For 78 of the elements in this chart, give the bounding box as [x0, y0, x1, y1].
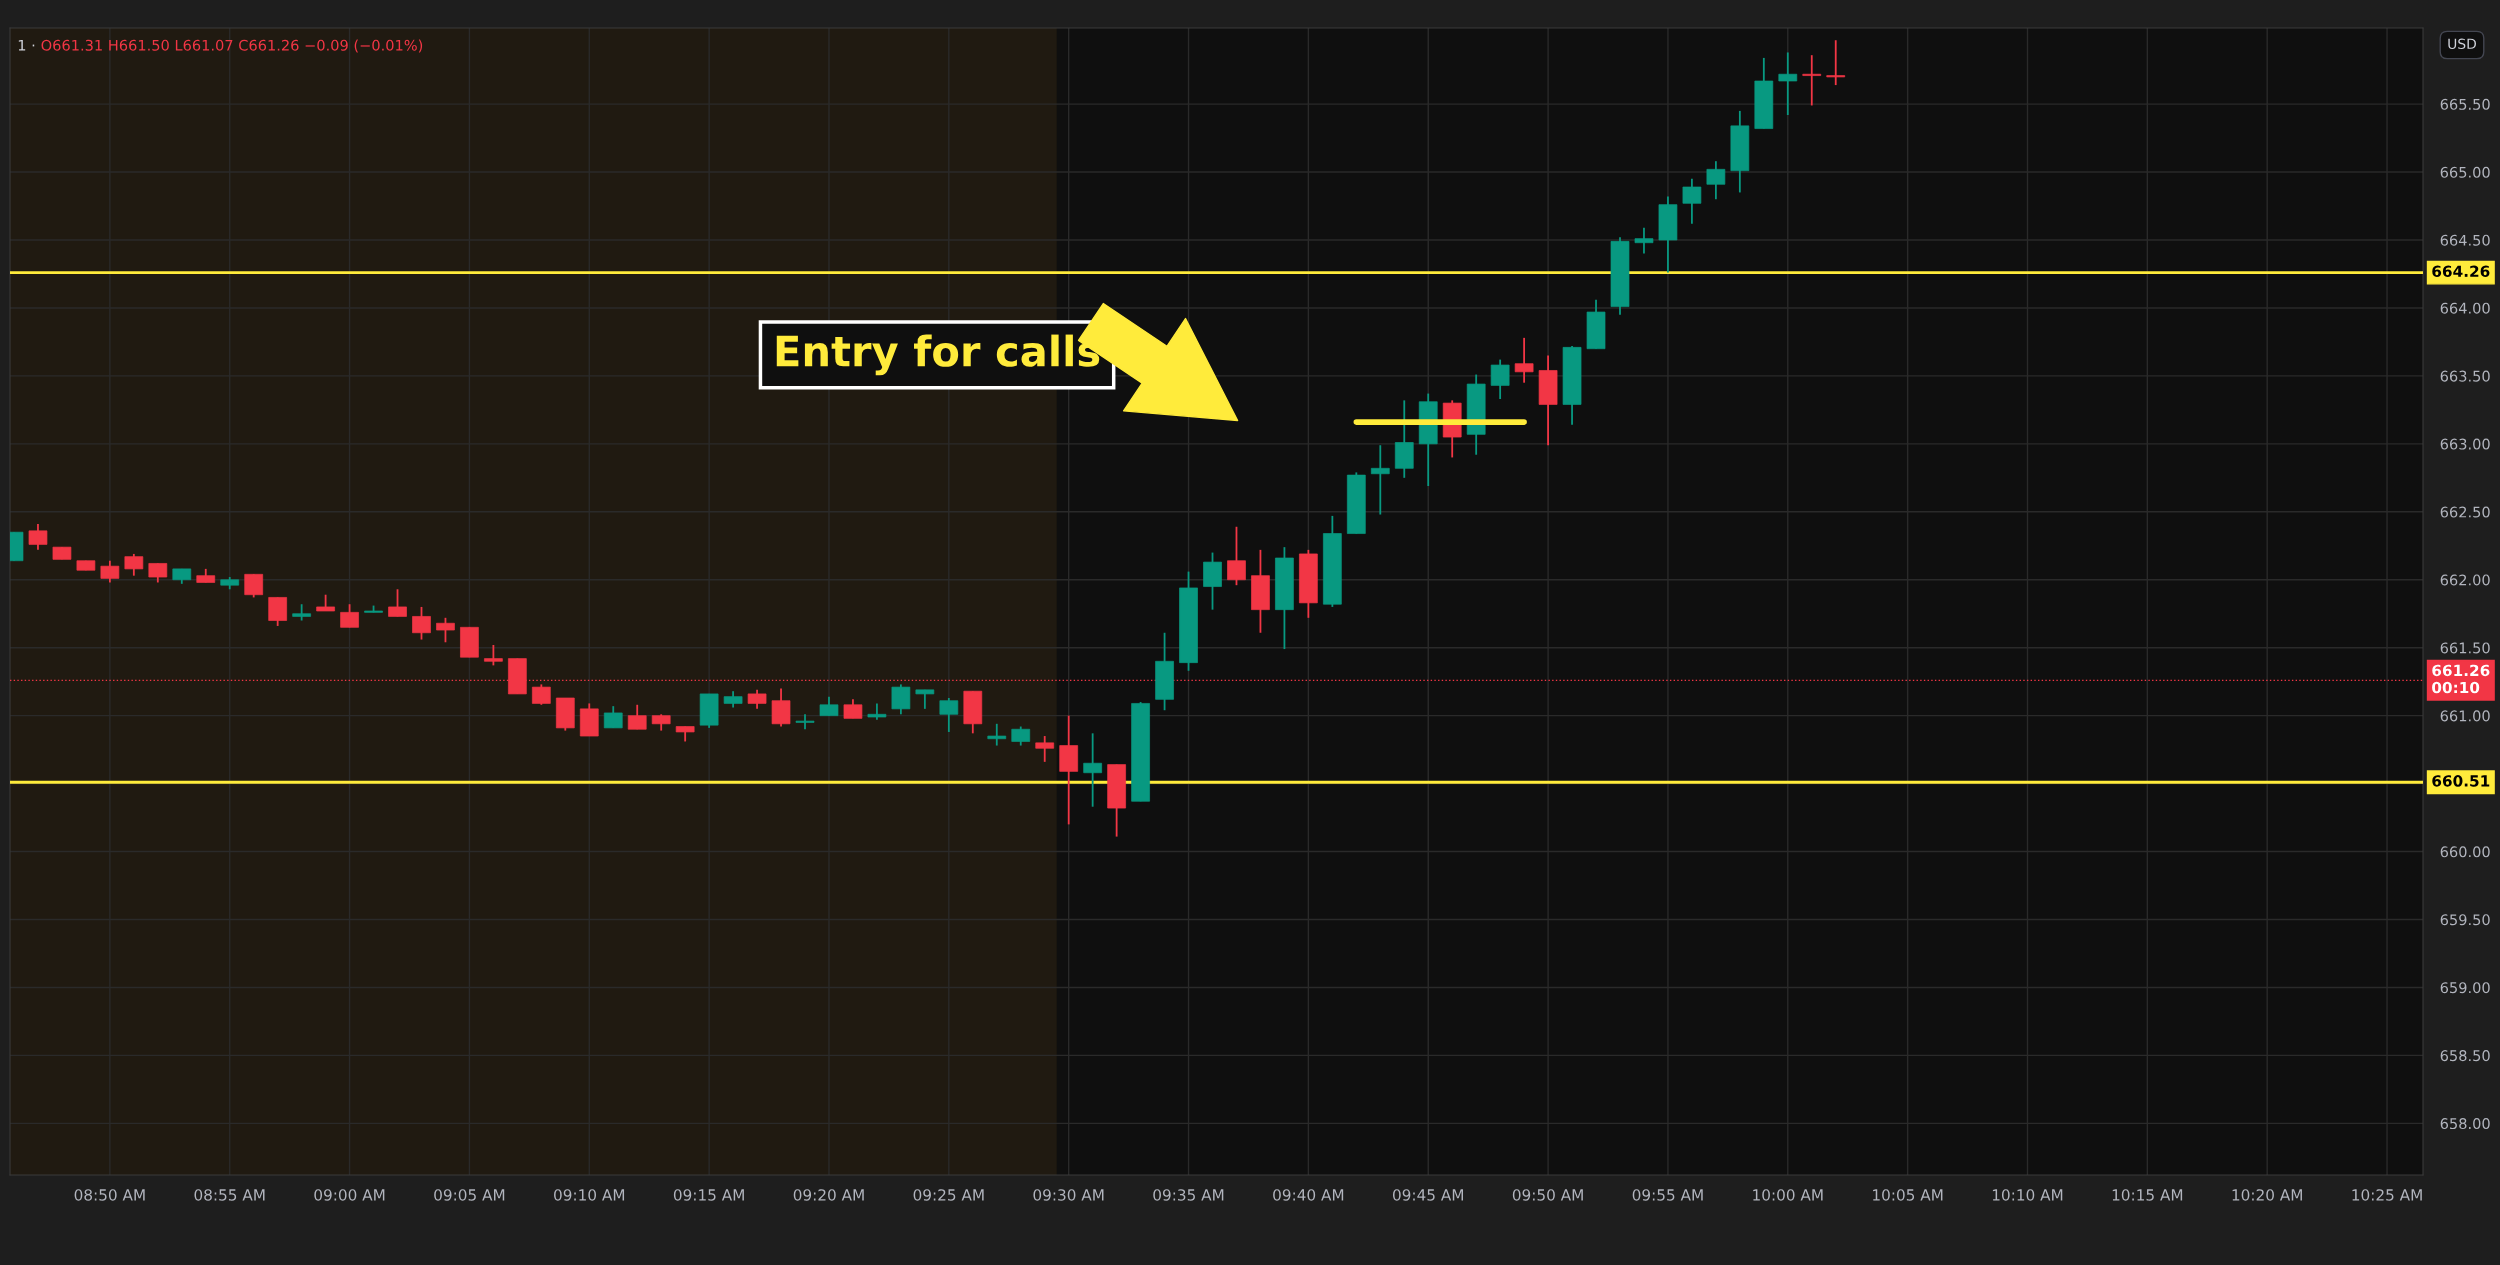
- candlestick: [412, 606, 431, 641]
- y-tick-label: 661.50: [2440, 642, 2490, 654]
- y-tick-label: 664.00: [2440, 302, 2490, 314]
- x-tick-label: 09:05 AM: [434, 1189, 505, 1201]
- y-tick-label: 663.50: [2440, 370, 2490, 382]
- candlestick: [915, 688, 935, 710]
- x-tick-label: 09:45 AM: [1392, 1189, 1463, 1201]
- x-tick-label: 09:30 AM: [1033, 1189, 1104, 1201]
- candlestick: [987, 722, 1007, 747]
- candlestick: [340, 603, 359, 629]
- candlestick: [532, 683, 551, 706]
- x-tick-label: 10:20 AM: [2232, 1189, 2302, 1201]
- x-tick-label: 10:15 AM: [2112, 1189, 2183, 1201]
- x-tick-label: 09:55 AM: [1632, 1189, 1703, 1201]
- candlestick: [1682, 177, 1702, 225]
- candlestick: [1035, 735, 1055, 763]
- candlestick: [1011, 725, 1031, 747]
- candlestick: [867, 702, 887, 721]
- candlestick: [1778, 51, 1798, 116]
- y-tick-label: 658.00: [2440, 1118, 2490, 1130]
- y-tick-label: 664.50: [2440, 234, 2490, 246]
- y-tick-label: 659.50: [2440, 914, 2490, 926]
- candlestick: [268, 596, 288, 627]
- x-tick-label: 09:00 AM: [314, 1189, 385, 1201]
- candlestick: [28, 523, 48, 551]
- candlestick: [891, 683, 911, 716]
- x-tick-label: 09:25 AM: [913, 1189, 984, 1201]
- candlestick: [100, 559, 120, 584]
- candlestick: [244, 573, 264, 599]
- x-tick-label: 10:10 AM: [1992, 1189, 2063, 1201]
- candlestick: [1083, 732, 1102, 808]
- candlestick: [292, 603, 311, 622]
- x-tick-label: 09:40 AM: [1273, 1189, 1344, 1201]
- candlestick: [484, 644, 503, 667]
- y-tick-label: 659.00: [2440, 982, 2490, 994]
- y-tick-label: 665.00: [2440, 166, 2490, 178]
- x-tick-label: 08:50 AM: [74, 1189, 145, 1201]
- ref-line-label: 664.26: [2432, 265, 2490, 278]
- ref-line-label: 661.26 00:10: [2432, 664, 2490, 694]
- x-tick-label: 09:20 AM: [793, 1189, 864, 1201]
- candlestick: [436, 616, 455, 644]
- candlestick: [843, 698, 863, 720]
- candlestick: [1370, 444, 1390, 516]
- candlestick: [148, 562, 168, 584]
- text: USD: [2448, 38, 2477, 50]
- candlestick: [124, 553, 144, 577]
- candlestick: [627, 703, 647, 731]
- candlestick: [603, 705, 623, 729]
- candlestick: [747, 688, 767, 710]
- x-tick-label: 09:15 AM: [673, 1189, 744, 1201]
- candlestick: [1227, 525, 1246, 587]
- candlestick: [819, 695, 839, 717]
- x-tick-label: 08:55 AM: [194, 1189, 265, 1201]
- x-tick-label: 10:00 AM: [1753, 1189, 1823, 1201]
- y-tick-label: 661.00: [2440, 710, 2490, 722]
- candlestick: [1634, 226, 1654, 255]
- y-tick-label: 663.00: [2440, 438, 2490, 450]
- candlestick: [1490, 358, 1510, 400]
- candlestick: [1706, 160, 1726, 201]
- y-tick-label: 658.50: [2440, 1050, 2490, 1062]
- text: O661.31 H661.50 L661.07 C661.26 −0.09 (−0.01%): [41, 39, 423, 53]
- x-tick-label: 09:10 AM: [554, 1189, 625, 1201]
- candlestick: [771, 687, 791, 728]
- candlestick: [939, 697, 959, 733]
- candlestick: [1802, 54, 1822, 107]
- y-tick-label: 665.50: [2440, 98, 2490, 110]
- candlestick: [388, 588, 407, 618]
- y-tick-label: 662.50: [2440, 506, 2490, 518]
- x-tick-label: 10:25 AM: [2352, 1189, 2422, 1201]
- candlestick: [1826, 39, 1846, 86]
- x-tick-label: 09:50 AM: [1512, 1189, 1583, 1201]
- y-tick-label: 660.00: [2440, 846, 2490, 858]
- x-tick-label: 10:05 AM: [1873, 1189, 1943, 1201]
- text: 1 ·: [18, 39, 35, 51]
- y-tick-label: 662.00: [2440, 574, 2490, 586]
- candlestick: [1514, 336, 1534, 384]
- ref-line-label: 660.51: [2432, 775, 2490, 787]
- x-tick-label: 09:35 AM: [1153, 1189, 1224, 1201]
